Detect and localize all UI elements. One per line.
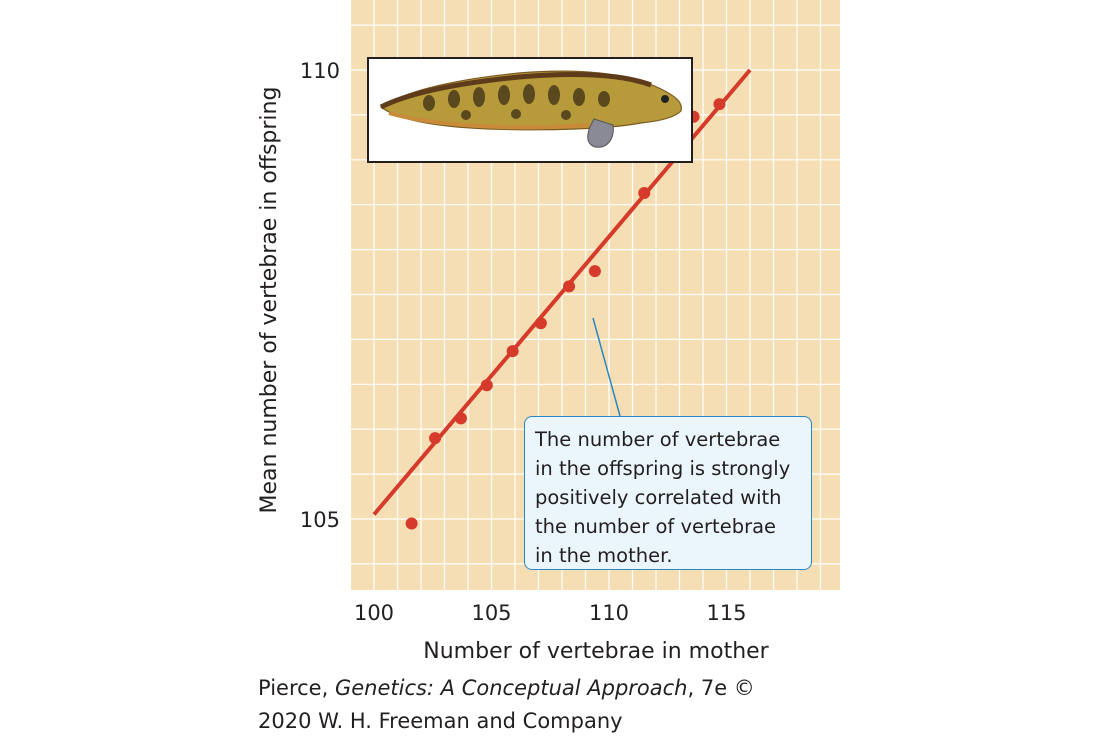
credit-book-title: Genetics: A Conceptual Approach xyxy=(334,676,688,700)
annotation-line: in the mother. xyxy=(535,544,673,567)
x-axis-title: Number of vertebrae in mother xyxy=(423,639,769,664)
callout-leader-line xyxy=(592,317,621,417)
data-point xyxy=(713,98,726,111)
x-axis-ticks: 100 105 110 115 xyxy=(354,601,747,625)
x-tick-label: 115 xyxy=(706,601,746,625)
data-point xyxy=(588,265,601,278)
annotation-callout: The number of vertebrae in the offspring… xyxy=(524,416,812,570)
source-credit: Pierce, Genetics: A Conceptual Approach,… xyxy=(258,672,755,738)
data-point xyxy=(429,432,442,445)
fish-icon xyxy=(379,70,682,148)
data-point xyxy=(563,280,576,293)
x-tick-label: 105 xyxy=(471,601,511,625)
data-point xyxy=(638,187,651,200)
data-point xyxy=(480,379,493,392)
x-tick-label: 100 xyxy=(354,601,394,625)
fish-illustration xyxy=(367,57,693,163)
annotation-line: in the offspring is strongly xyxy=(535,457,791,480)
credit-author: Pierce, xyxy=(258,676,335,700)
data-point xyxy=(534,317,547,330)
credit-line-1: Pierce, Genetics: A Conceptual Approach,… xyxy=(258,672,755,705)
annotation-line: the number of vertebrae xyxy=(535,515,777,538)
annotation-line: The number of vertebrae xyxy=(535,428,781,451)
y-tick-label: 105 xyxy=(300,508,340,532)
data-point xyxy=(405,517,418,530)
data-points xyxy=(405,98,726,530)
data-point xyxy=(454,412,467,425)
y-axis-title: Mean number of vertebrae in offspring xyxy=(257,87,282,514)
y-axis-ticks: 105 110 xyxy=(300,59,340,532)
x-tick-label: 110 xyxy=(589,601,629,625)
annotation-line: positively correlated with xyxy=(535,486,782,509)
data-point xyxy=(506,345,519,358)
y-tick-label: 110 xyxy=(300,59,340,83)
credit-edition: , 7e © xyxy=(687,676,755,700)
credit-line-2: 2020 W. H. Freeman and Company xyxy=(258,709,623,733)
